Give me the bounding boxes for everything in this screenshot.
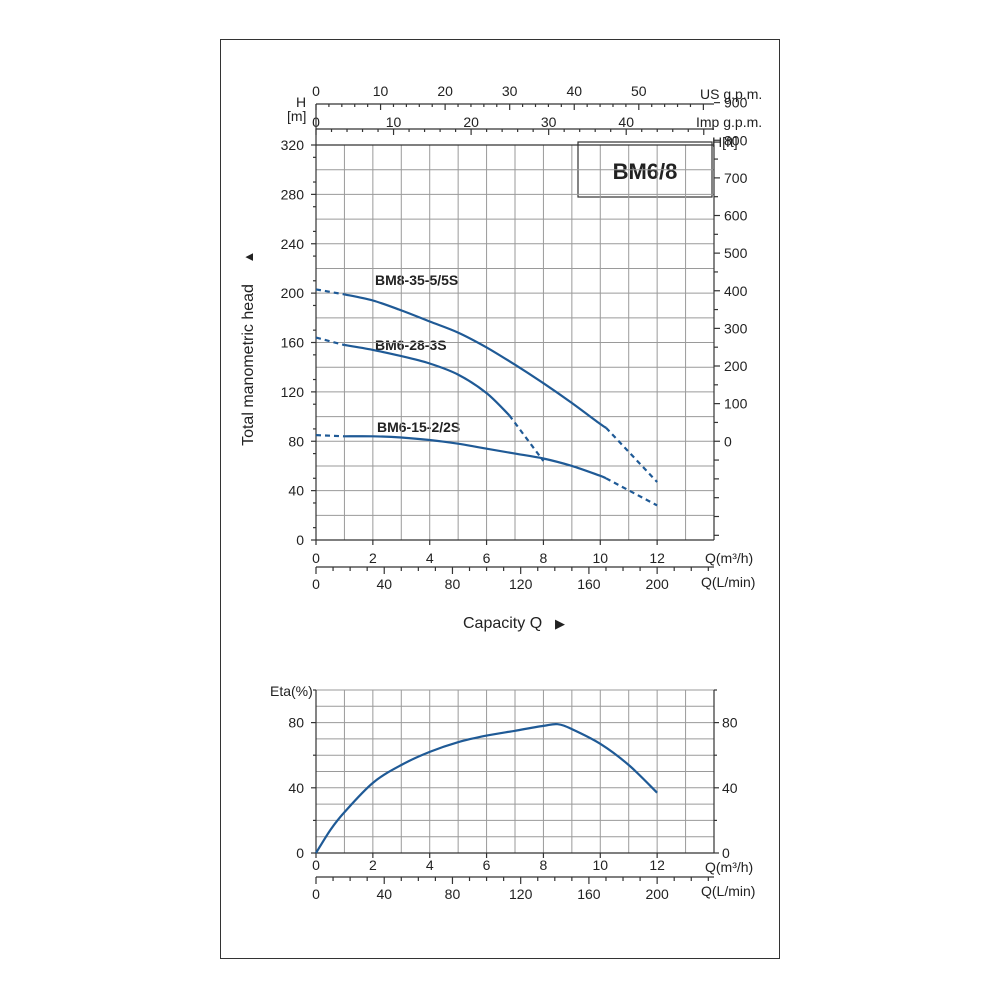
series-dashed-start-0: [315, 288, 345, 296]
series-dashed-end-1: [508, 414, 545, 462]
y-tick-label: 200: [281, 285, 305, 301]
top-unit-imp: Imp g.p.m.: [696, 114, 762, 130]
x-tick-label-lmin: 0: [312, 576, 320, 592]
x-tick-label-m3h: 6: [483, 550, 491, 566]
x-unit-m3h: Q(m³/h): [705, 550, 753, 566]
y-tick-label: 160: [281, 335, 305, 351]
chart-frame: [220, 39, 780, 959]
eta-x-unit-m3h: Q(m³/h): [705, 859, 753, 875]
imp-tick-label: 20: [463, 114, 479, 130]
y-axis-title-group: Total manometric head: [240, 284, 257, 446]
eta-y-tick-label: 0: [296, 845, 304, 861]
series-dashed-start-1: [315, 336, 345, 347]
ft-tick-label: 500: [724, 245, 748, 261]
ft-tick-label: 200: [724, 358, 748, 374]
eta-x-tick-label-m3h: 0: [312, 857, 320, 873]
top-unit-us: US g.p.m.: [700, 86, 762, 102]
y-tick-label: 320: [281, 137, 305, 153]
ft-tick-label: 300: [724, 320, 748, 336]
x-tick-label-lmin: 160: [577, 576, 601, 592]
y-tick-label: 0: [296, 532, 304, 548]
x-tick-label-lmin: 80: [445, 576, 461, 592]
x-tick-label-m3h: 2: [369, 550, 377, 566]
ft-tick-label: 900: [724, 95, 748, 111]
ft-tick-label: 400: [724, 283, 748, 299]
x-tick-label-lmin: 200: [645, 576, 669, 592]
imp-tick-label: 40: [618, 114, 634, 130]
x-tick-label-m3h: 12: [649, 550, 665, 566]
y-tick-label: 80: [288, 433, 304, 449]
y-tick-label: 240: [281, 236, 305, 252]
eta-x-tick-label-m3h: 8: [540, 857, 548, 873]
ft-tick-label: 0: [724, 433, 732, 449]
model-title: BM6/8: [613, 159, 678, 184]
eta-y-right-tick-label: 40: [722, 780, 738, 796]
y-axis-title: Total manometric head: [240, 284, 257, 446]
eta-x-tick-label-m3h: 10: [592, 857, 608, 873]
eta-axis-title: Eta(%): [270, 683, 313, 699]
y-right-unit: H[ft]: [712, 134, 738, 150]
x-tick-label-m3h: 4: [426, 550, 434, 566]
y-axis-arrow: ▲: [241, 251, 256, 264]
eta-x-tick-label-m3h: 4: [426, 857, 434, 873]
eta-x-tick-label-lmin: 80: [445, 886, 461, 902]
y-left-unit-m: [m]: [287, 108, 306, 124]
chart-dynamic-layer: 0408012016020024028032001002003004005006…: [281, 83, 748, 902]
ft-tick-label: 700: [724, 170, 748, 186]
eta-y-right-tick-label: 80: [722, 715, 738, 731]
series-line-0: [344, 293, 607, 429]
x-tick-label-m3h: 8: [540, 550, 548, 566]
imp-tick-label: 10: [386, 114, 402, 130]
x-tick-label-lmin: 120: [509, 576, 533, 592]
series-dashed-end-2: [605, 477, 658, 507]
us-tick-label: 50: [631, 83, 647, 99]
eta-x-tick-label-lmin: 160: [577, 886, 601, 902]
eta-x-tick-label-m3h: 12: [649, 857, 665, 873]
us-tick-label: 10: [373, 83, 389, 99]
eta-x-unit-lmin: Q(L/min): [701, 883, 755, 899]
eta-x-tick-label-lmin: 0: [312, 886, 320, 902]
eta-x-tick-label-lmin: 40: [376, 886, 392, 902]
eta-x-tick-label-m3h: 6: [483, 857, 491, 873]
us-tick-label: 0: [312, 83, 320, 99]
y-tick-label: 280: [281, 186, 305, 202]
eta-y-right-tick-label: 0: [722, 845, 730, 861]
series-label-bm6-28: BM6-28-3S: [375, 337, 447, 353]
y-left-unit-h: H: [296, 94, 306, 110]
series-line-1: [344, 343, 511, 417]
eta-y-tick-label: 40: [288, 780, 304, 796]
y-axis-arrow-group: ▲: [241, 251, 256, 264]
eta-x-tick-label-m3h: 2: [369, 857, 377, 873]
us-tick-label: 30: [502, 83, 518, 99]
series-dashed-start-2: [315, 434, 345, 438]
series-label-bm6-15: BM6-15-2/2S: [377, 419, 460, 435]
ft-tick-label: 800: [724, 132, 748, 148]
imp-tick-label: 30: [541, 114, 557, 130]
x-unit-lmin: Q(L/min): [701, 574, 755, 590]
x-tick-label-m3h: 0: [312, 550, 320, 566]
x-axis-title: Capacity Q: [463, 615, 542, 632]
eta-y-tick-label: 80: [288, 715, 304, 731]
y-tick-label: 40: [288, 483, 304, 499]
ft-tick-label: 100: [724, 396, 748, 412]
x-tick-label-lmin: 40: [376, 576, 392, 592]
us-tick-label: 40: [566, 83, 582, 99]
series-line-2: [344, 435, 607, 480]
us-tick-label: 20: [437, 83, 453, 99]
eta-x-tick-label-lmin: 200: [645, 886, 669, 902]
eta-x-tick-label-lmin: 120: [509, 886, 533, 902]
series-dashed-end-0: [605, 426, 658, 483]
ft-tick-label: 600: [724, 208, 748, 224]
eta-series-line: [315, 722, 658, 854]
x-axis-arrow: ▶: [555, 616, 565, 631]
x-tick-label-m3h: 10: [592, 550, 608, 566]
y-tick-label: 120: [281, 384, 305, 400]
series-label-bm8-35: BM8-35-5/5S: [375, 272, 458, 288]
